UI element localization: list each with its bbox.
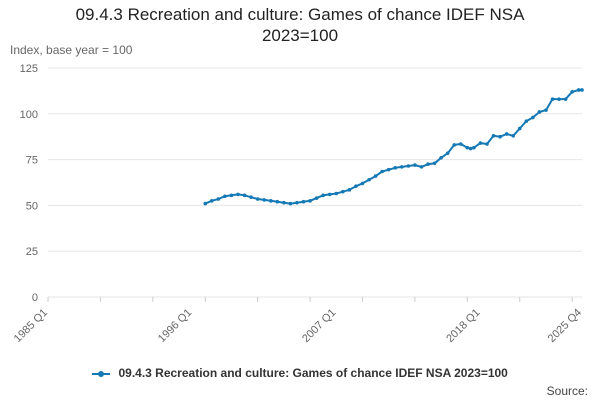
data-point (570, 90, 574, 94)
legend[interactable]: 09.4.3 Recreation and culture: Games of … (0, 366, 600, 380)
data-point (413, 163, 417, 167)
data-point (563, 97, 568, 101)
chart-title-line-1: 09.4.3 Recreation and culture: Games of … (75, 5, 525, 24)
data-point (393, 166, 398, 170)
data-point (531, 115, 535, 120)
data-point (465, 145, 470, 150)
source-label: Source: (546, 384, 588, 398)
data-point (472, 145, 476, 150)
data-point (557, 97, 561, 101)
data-point (491, 133, 496, 138)
y-tick-label: 75 (26, 155, 38, 167)
data-point (504, 132, 509, 136)
data-point (354, 184, 358, 188)
data-point (229, 193, 234, 198)
data-point (321, 193, 325, 198)
data-point (268, 199, 273, 203)
data-point (432, 161, 437, 166)
data-point (580, 88, 584, 92)
data-point (334, 191, 339, 196)
data-point (360, 181, 365, 186)
data-point (367, 177, 371, 182)
data-point (314, 196, 319, 200)
data-point (458, 142, 463, 146)
data-point (288, 201, 293, 206)
x-tick-label: 1996 Q1 (156, 307, 194, 345)
x-tick-label: 2018 Q1 (444, 307, 482, 345)
data-point (386, 167, 391, 172)
data-point (255, 197, 260, 201)
data-point (478, 141, 483, 145)
data-point (426, 162, 430, 166)
data-point (406, 164, 411, 168)
y-tick-label: 125 (20, 63, 38, 75)
data-point (380, 169, 384, 174)
data-point (308, 199, 312, 203)
data-point (262, 198, 267, 202)
data-point (236, 192, 240, 197)
data-point (301, 199, 306, 204)
legend-series-label: 09.4.3 Recreation and culture: Games of … (118, 366, 508, 380)
chart-title-line-2: 2023=100 (261, 26, 339, 45)
data-point (282, 200, 286, 205)
data-point (210, 199, 214, 203)
chart-title: 09.4.3 Recreation and culture: Games of … (0, 4, 600, 46)
x-tick-label: 2007 Q1 (300, 307, 338, 345)
data-point (216, 197, 221, 201)
data-point (400, 165, 404, 169)
data-point (373, 174, 378, 178)
data-point (341, 189, 345, 194)
data-point (511, 133, 516, 138)
data-point (242, 193, 247, 198)
data-point (452, 143, 457, 147)
data-point (485, 142, 489, 146)
data-point (223, 194, 227, 199)
y-tick-label: 100 (20, 109, 38, 121)
y-tick-label: 50 (26, 200, 38, 212)
data-point (576, 88, 581, 92)
y-tick-label: 25 (26, 246, 38, 258)
data-point (347, 188, 352, 192)
data-point (275, 199, 280, 204)
y-tick-label: 0 (32, 292, 38, 304)
data-point (550, 97, 555, 101)
legend-series-marker (92, 370, 111, 377)
data-point (445, 151, 450, 155)
y-axis-label: Index, base year = 100 (10, 43, 133, 57)
data-point (468, 146, 473, 151)
data-point (537, 110, 542, 114)
x-tick-label: 1985 Q1 (12, 307, 50, 345)
data-point (419, 165, 424, 169)
data-point (249, 195, 253, 199)
data-point (327, 192, 332, 197)
data-point (544, 108, 548, 112)
data-point (203, 201, 208, 206)
data-point (524, 119, 529, 123)
x-tick-label: 2025 Q4 (546, 307, 584, 345)
data-point (439, 155, 443, 160)
data-point (295, 200, 299, 205)
data-point (498, 134, 502, 139)
data-point (517, 126, 522, 131)
series-line (204, 89, 582, 205)
